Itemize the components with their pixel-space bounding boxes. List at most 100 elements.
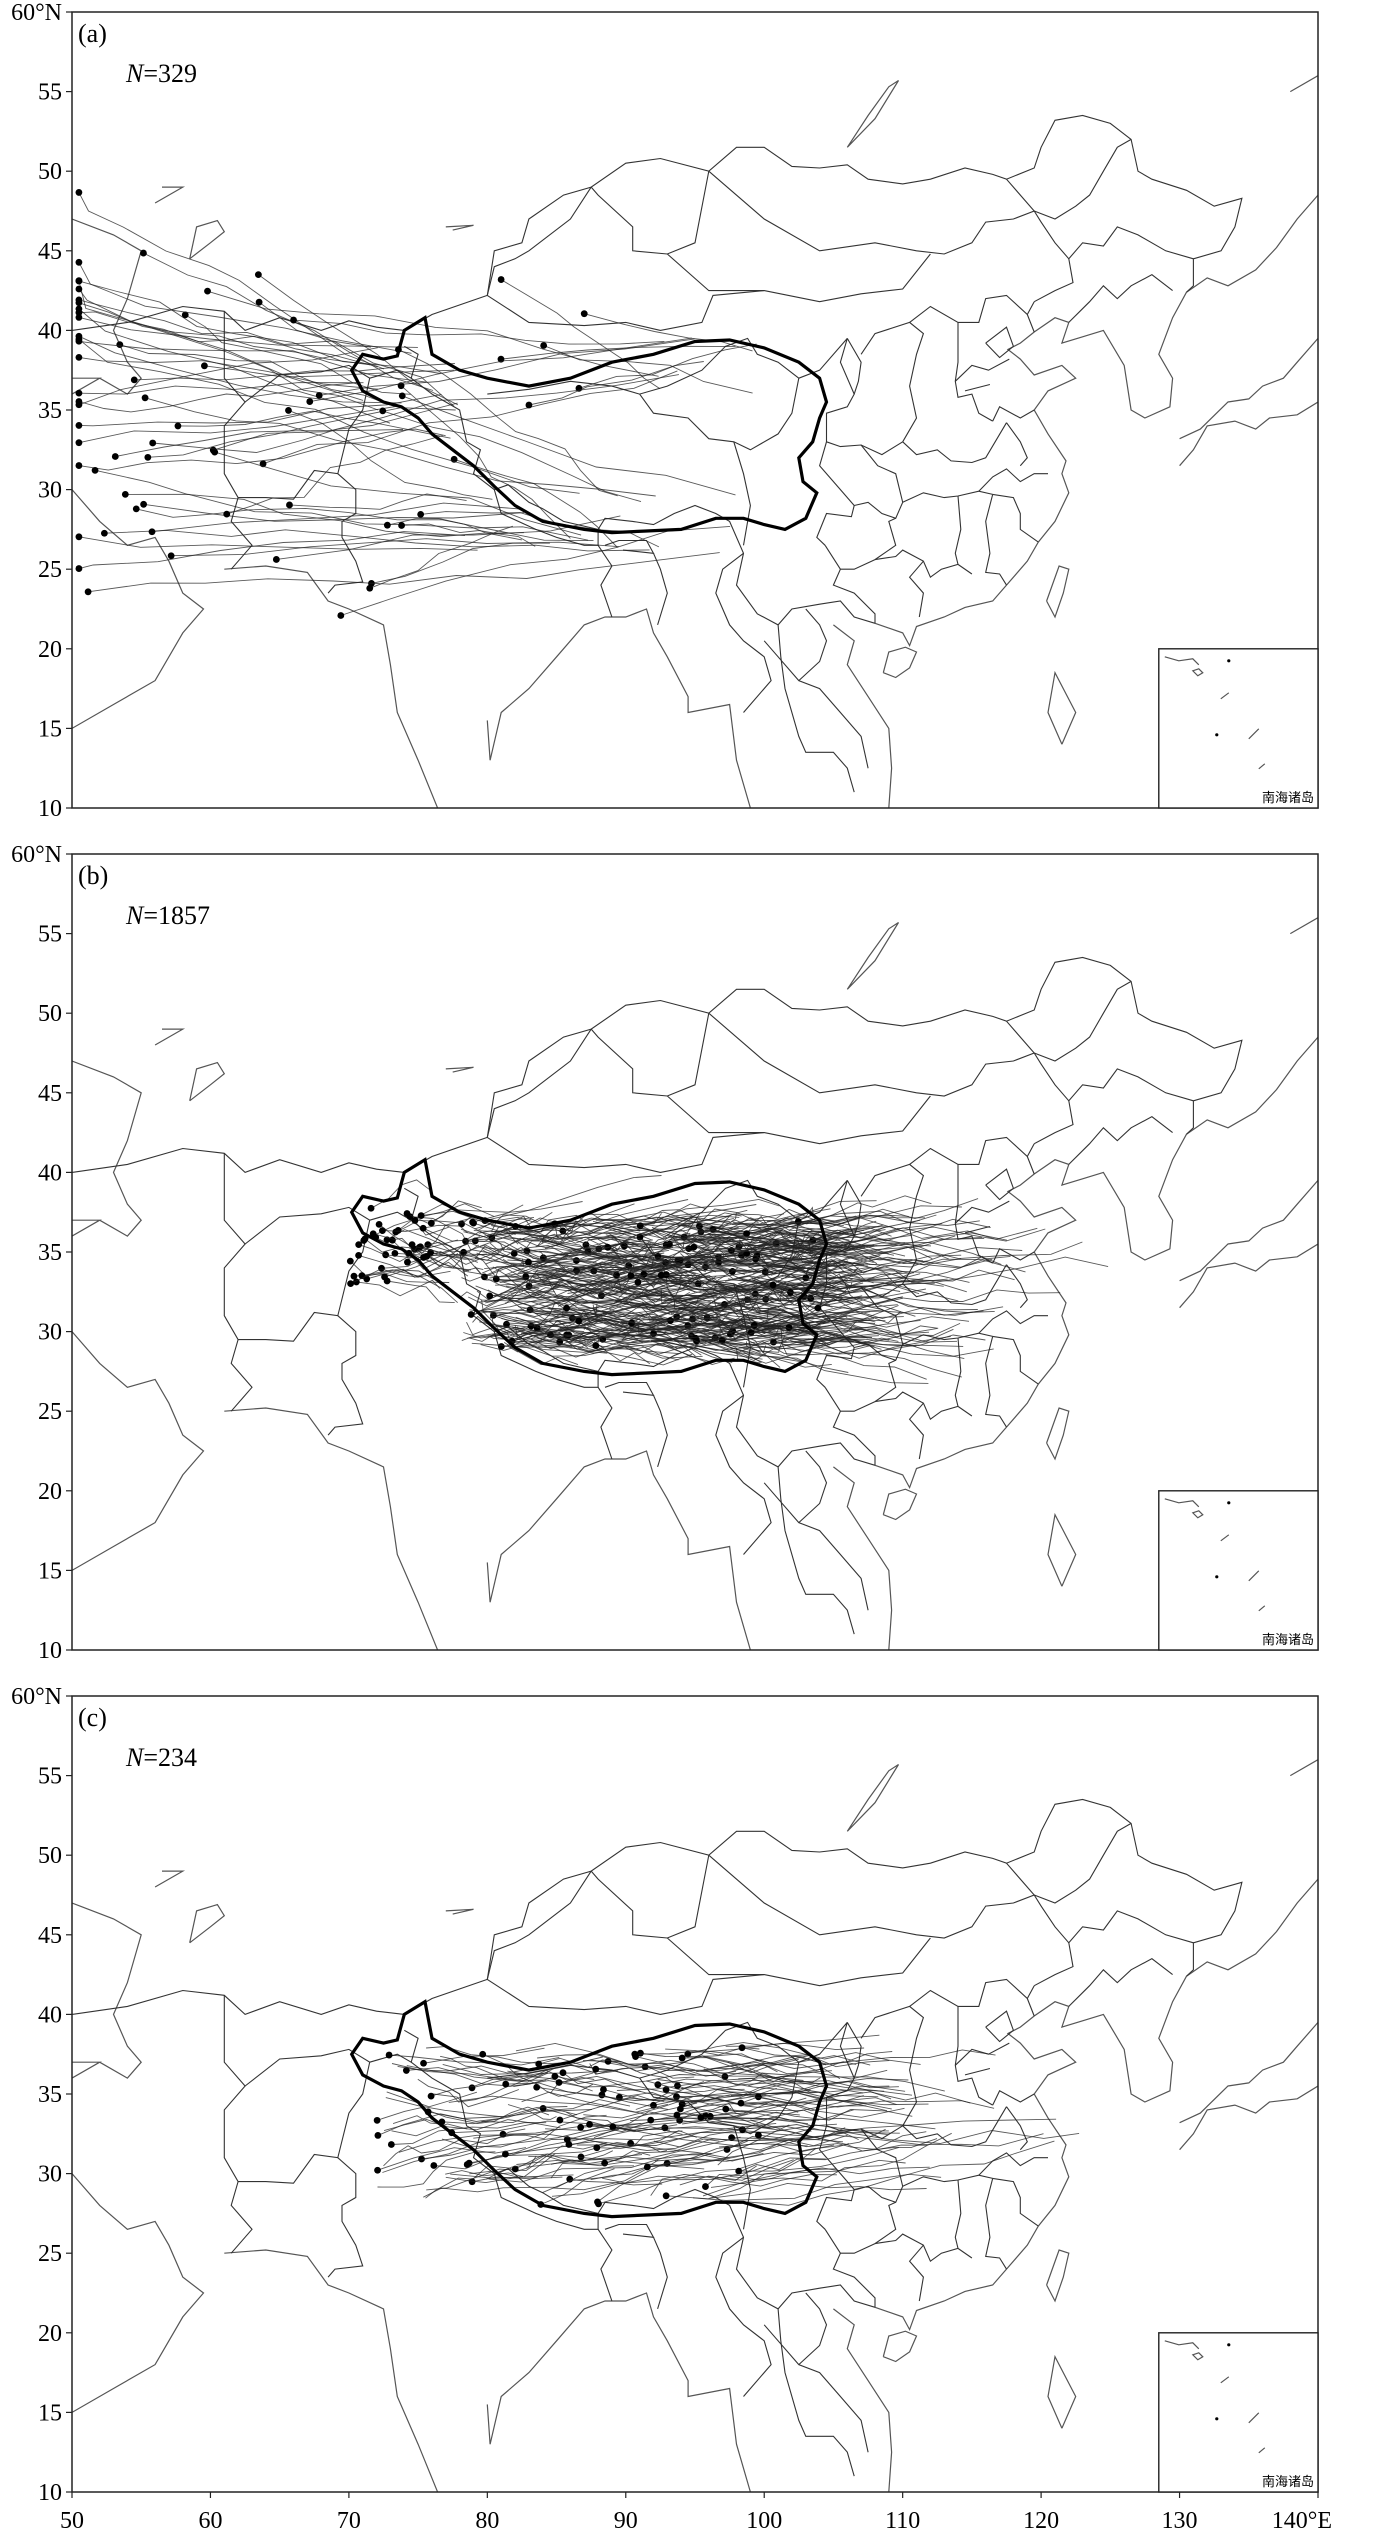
inset-island [1191, 1510, 1204, 1519]
province-border [954, 495, 962, 565]
coastline [1317, 1807, 1318, 1809]
trajectory-point [204, 287, 211, 295]
trajectory-point [75, 389, 83, 397]
province-border [992, 1335, 1039, 1385]
trajectory-line [595, 1345, 679, 1355]
province-border [1006, 422, 1028, 467]
inset-coastline [1164, 2340, 1200, 2350]
trajectory-point [627, 1272, 635, 1279]
trajectory-line [537, 2054, 696, 2071]
trajectory-point [272, 556, 280, 563]
y-tick-label: 60°N [11, 1684, 62, 1710]
coastline [1186, 1036, 1318, 1135]
trajectory-point [502, 2080, 510, 2088]
country-border [798, 1450, 828, 1524]
province-border [902, 2106, 1007, 2148]
trajectory-line [143, 503, 525, 522]
province-border [1026, 1143, 1035, 1157]
trajectory-point [403, 1210, 411, 1217]
trajectory-line [448, 2095, 669, 2113]
trajectory-point [369, 1230, 377, 1238]
province-border [978, 1310, 1048, 1334]
trajectory-line [734, 1315, 986, 1347]
trajectory-point [223, 510, 231, 518]
trajectory-line [262, 370, 678, 465]
y-tick-label: 45 [38, 1081, 62, 1107]
y-tick-label: 50 [38, 1001, 62, 1027]
trajectory-line [794, 1328, 875, 1348]
trajectory-line [489, 1280, 608, 1297]
trajectory-line [383, 2119, 561, 2132]
country-border [486, 186, 592, 296]
trajectory-line [490, 1312, 650, 1339]
island-outline [882, 1488, 918, 1521]
inset-south-china-sea: 南海诸岛 [1158, 1490, 1319, 1651]
trajectory-line [703, 1258, 771, 1269]
trajectory-point [690, 1243, 698, 1251]
coastline [72, 2061, 102, 2079]
province-border [909, 1989, 993, 2106]
trajectory-layer [75, 189, 757, 619]
country-border [238, 2048, 371, 2184]
trajectory-line [819, 1315, 939, 1338]
coastline [72, 1902, 142, 2079]
coastline [72, 1060, 142, 1237]
inset-label: 南海诸岛 [1262, 790, 1314, 806]
trajectory-point [374, 2166, 381, 2174]
coastline [874, 291, 1188, 648]
trajectory-point [522, 1273, 530, 1280]
trajectory-line [755, 2049, 996, 2069]
trajectory-line [682, 1214, 732, 1225]
plateau-boundary [349, 1157, 829, 1377]
trajectory-line [608, 2059, 720, 2073]
trajectory-point [609, 2123, 617, 2131]
trajectory-point [402, 2067, 410, 2074]
trajectory-line [754, 1309, 785, 1326]
trajectory-line [364, 1238, 421, 1255]
trajectory-line [258, 274, 459, 406]
trajectory-line [551, 1332, 706, 1346]
trajectory-line [634, 2050, 890, 2068]
trajectory-line [747, 1246, 826, 1258]
trajectory-line [632, 1226, 707, 1247]
trajectory-line [554, 2074, 864, 2094]
trajectory-point [580, 310, 588, 318]
trajectory-line [398, 2133, 582, 2153]
map-layer [72, 917, 1318, 1650]
trajectory-point [174, 422, 182, 430]
y-tick-label: 45 [38, 239, 62, 265]
trajectory-line [383, 2128, 526, 2167]
trajectory-line [815, 1341, 962, 1378]
trajectory-line [654, 2143, 850, 2162]
trajectory-point [702, 2183, 709, 2190]
province-border [985, 494, 1007, 586]
trajectory-line [78, 299, 371, 348]
y-tick-label: 20 [38, 2321, 62, 2347]
trajectory-point [361, 1235, 369, 1243]
trajectory-line [761, 1313, 789, 1326]
province-border [816, 441, 855, 546]
trajectory-line [666, 2089, 867, 2112]
trajectory-line [583, 1317, 667, 1335]
trajectory-line [147, 407, 456, 458]
province-border [978, 2152, 1048, 2176]
province-border [832, 2252, 876, 2308]
country-border [597, 1386, 613, 1460]
trajectory-line [433, 2142, 730, 2170]
trajectory-point [286, 501, 293, 509]
trajectory-line [571, 1256, 637, 1279]
trajectory-line [204, 365, 455, 378]
coastline [72, 377, 102, 395]
x-tick-label: 120 [1023, 2508, 1059, 2534]
trajectory-line [482, 1247, 652, 1259]
trajectory-line [714, 1288, 740, 1312]
trajectory-line [384, 1254, 478, 1278]
trajectory-line [642, 1294, 731, 1310]
trajectory-point [676, 2105, 684, 2113]
trajectory-line [143, 252, 434, 391]
province-border [874, 549, 973, 579]
panel-label: (a) [78, 19, 107, 48]
trajectory-point [285, 407, 292, 414]
trajectory-point [363, 1275, 371, 1283]
trajectory-line [641, 1316, 739, 1342]
